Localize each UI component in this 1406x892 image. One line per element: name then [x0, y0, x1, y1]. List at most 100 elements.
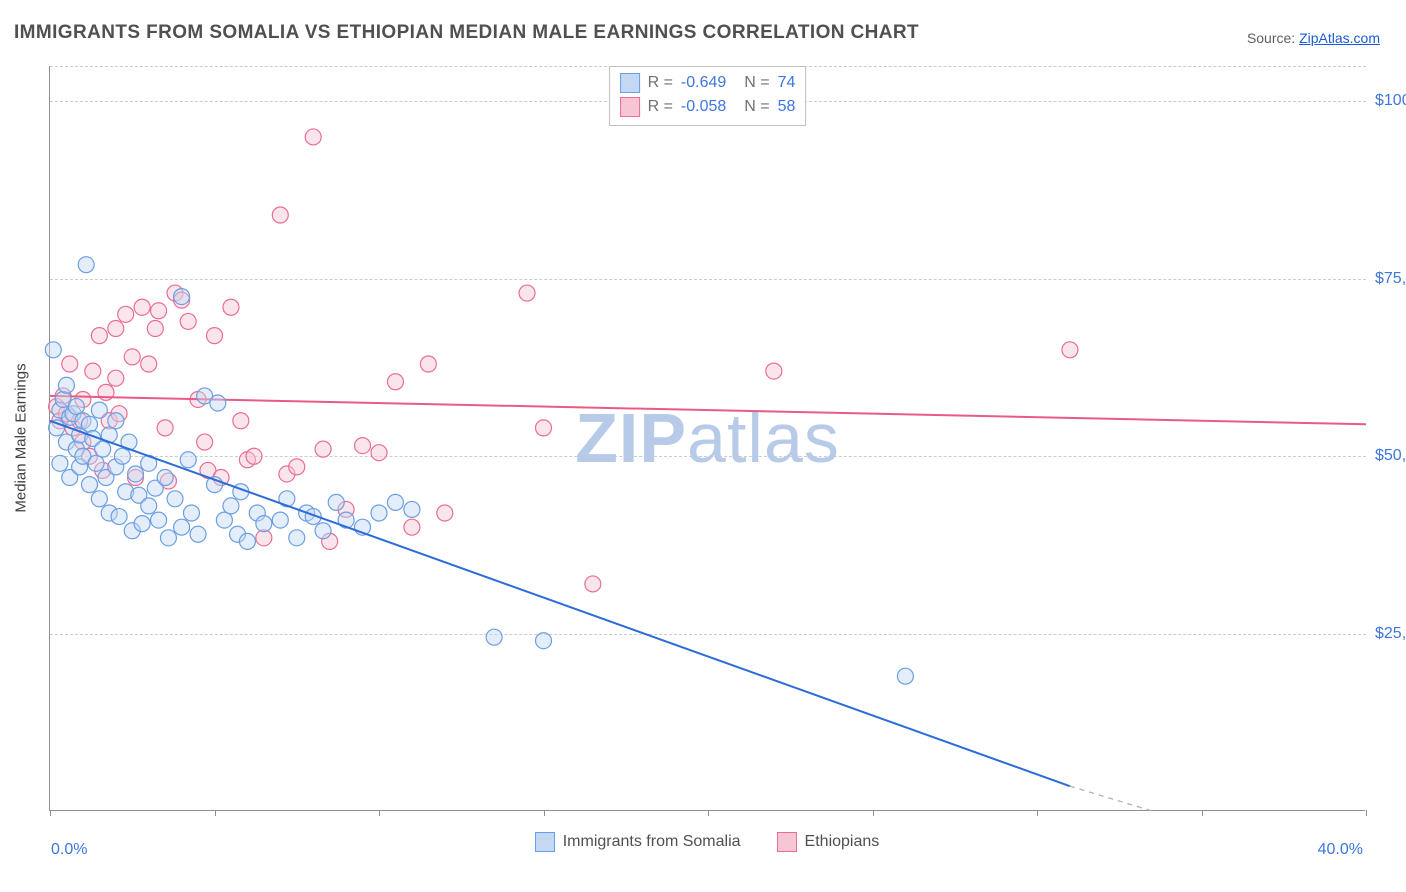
legend-swatch	[777, 832, 797, 852]
data-point	[207, 328, 223, 344]
data-point	[486, 629, 502, 645]
data-point	[437, 505, 453, 521]
y-axis-title: Median Male Earnings	[13, 363, 30, 512]
data-point	[315, 523, 331, 539]
chart-svg	[50, 66, 1366, 811]
y-axis-tick-label: $100,000	[1375, 92, 1406, 110]
series-legend-item: Ethiopians	[777, 832, 880, 852]
data-point	[585, 576, 601, 592]
data-point	[85, 363, 101, 379]
data-point	[404, 501, 420, 517]
data-point	[256, 516, 272, 532]
data-point	[536, 633, 552, 649]
data-point	[157, 470, 173, 486]
y-axis-tick-label: $25,000	[1375, 625, 1406, 643]
data-point	[45, 342, 61, 358]
data-point	[420, 356, 436, 372]
data-point	[78, 257, 94, 273]
data-point	[210, 395, 226, 411]
data-point	[536, 420, 552, 436]
data-point	[328, 494, 344, 510]
data-point	[305, 129, 321, 145]
source-prefix: Source:	[1247, 30, 1299, 46]
series-legend-item: Immigrants from Somalia	[535, 832, 741, 852]
data-point	[272, 512, 288, 528]
data-point	[157, 420, 173, 436]
data-point	[52, 455, 68, 471]
data-point	[289, 530, 305, 546]
legend-swatch	[535, 832, 555, 852]
series-legend: Immigrants from Somalia Ethiopians	[49, 832, 1365, 857]
legend-r-label: R =	[648, 74, 673, 92]
legend-swatch	[620, 97, 640, 117]
data-point	[289, 459, 305, 475]
data-point	[239, 533, 255, 549]
y-axis-tick-label: $75,000	[1375, 270, 1406, 288]
data-point	[91, 491, 107, 507]
legend-n-label: N =	[744, 98, 769, 116]
data-point	[180, 313, 196, 329]
data-point	[223, 299, 239, 315]
data-point	[371, 505, 387, 521]
data-point	[246, 448, 262, 464]
data-point	[183, 505, 199, 521]
data-point	[355, 438, 371, 454]
data-point	[124, 349, 140, 365]
data-point	[81, 477, 97, 493]
plot-wrapper: Median Male Earnings ZIPatlas $25,000$50…	[49, 66, 1365, 811]
data-point	[147, 321, 163, 337]
data-point	[897, 668, 913, 684]
data-point	[118, 306, 134, 322]
legend-n-value: 58	[778, 98, 796, 116]
legend-n-label: N =	[744, 74, 769, 92]
y-axis-tick-label: $50,000	[1375, 447, 1406, 465]
correlation-legend-row: R = -0.058 N = 58	[620, 95, 796, 119]
data-point	[180, 452, 196, 468]
data-point	[91, 402, 107, 418]
data-point	[160, 530, 176, 546]
data-point	[315, 441, 331, 457]
data-point	[68, 399, 84, 415]
data-point	[95, 441, 111, 457]
data-point	[151, 512, 167, 528]
data-point	[1062, 342, 1078, 358]
legend-swatch	[620, 73, 640, 93]
data-point	[233, 413, 249, 429]
data-point	[174, 289, 190, 305]
trend-line	[50, 421, 1070, 786]
data-point	[108, 321, 124, 337]
data-point	[151, 303, 167, 319]
data-point	[141, 498, 157, 514]
legend-n-value: 74	[778, 74, 796, 92]
data-point	[128, 466, 144, 482]
data-point	[108, 413, 124, 429]
data-point	[197, 434, 213, 450]
series-legend-label: Ethiopians	[805, 833, 880, 851]
data-point	[114, 448, 130, 464]
data-point	[141, 356, 157, 372]
source-link[interactable]: ZipAtlas.com	[1299, 30, 1380, 46]
plot-area: ZIPatlas $25,000$50,000$75,000$100,000 R…	[49, 66, 1365, 811]
x-axis-tick	[1366, 810, 1367, 816]
data-point	[134, 516, 150, 532]
data-point	[58, 377, 74, 393]
series-legend-label: Immigrants from Somalia	[563, 833, 741, 851]
correlation-legend: R = -0.649N = 74R = -0.058N = 58	[609, 66, 807, 126]
data-point	[88, 455, 104, 471]
chart-title: IMMIGRANTS FROM SOMALIA VS ETHIOPIAN MED…	[14, 22, 919, 44]
data-point	[167, 491, 183, 507]
legend-r-value: -0.058	[681, 98, 726, 116]
source-attribution: Source: ZipAtlas.com	[1247, 30, 1380, 46]
data-point	[216, 512, 232, 528]
correlation-legend-row: R = -0.649N = 74	[620, 71, 796, 95]
legend-r-label: R =	[648, 98, 673, 116]
data-point	[62, 356, 78, 372]
data-point	[174, 519, 190, 535]
data-point	[81, 416, 97, 432]
data-point	[387, 374, 403, 390]
data-point	[766, 363, 782, 379]
data-point	[272, 207, 288, 223]
data-point	[190, 526, 206, 542]
data-point	[404, 519, 420, 535]
data-point	[519, 285, 535, 301]
